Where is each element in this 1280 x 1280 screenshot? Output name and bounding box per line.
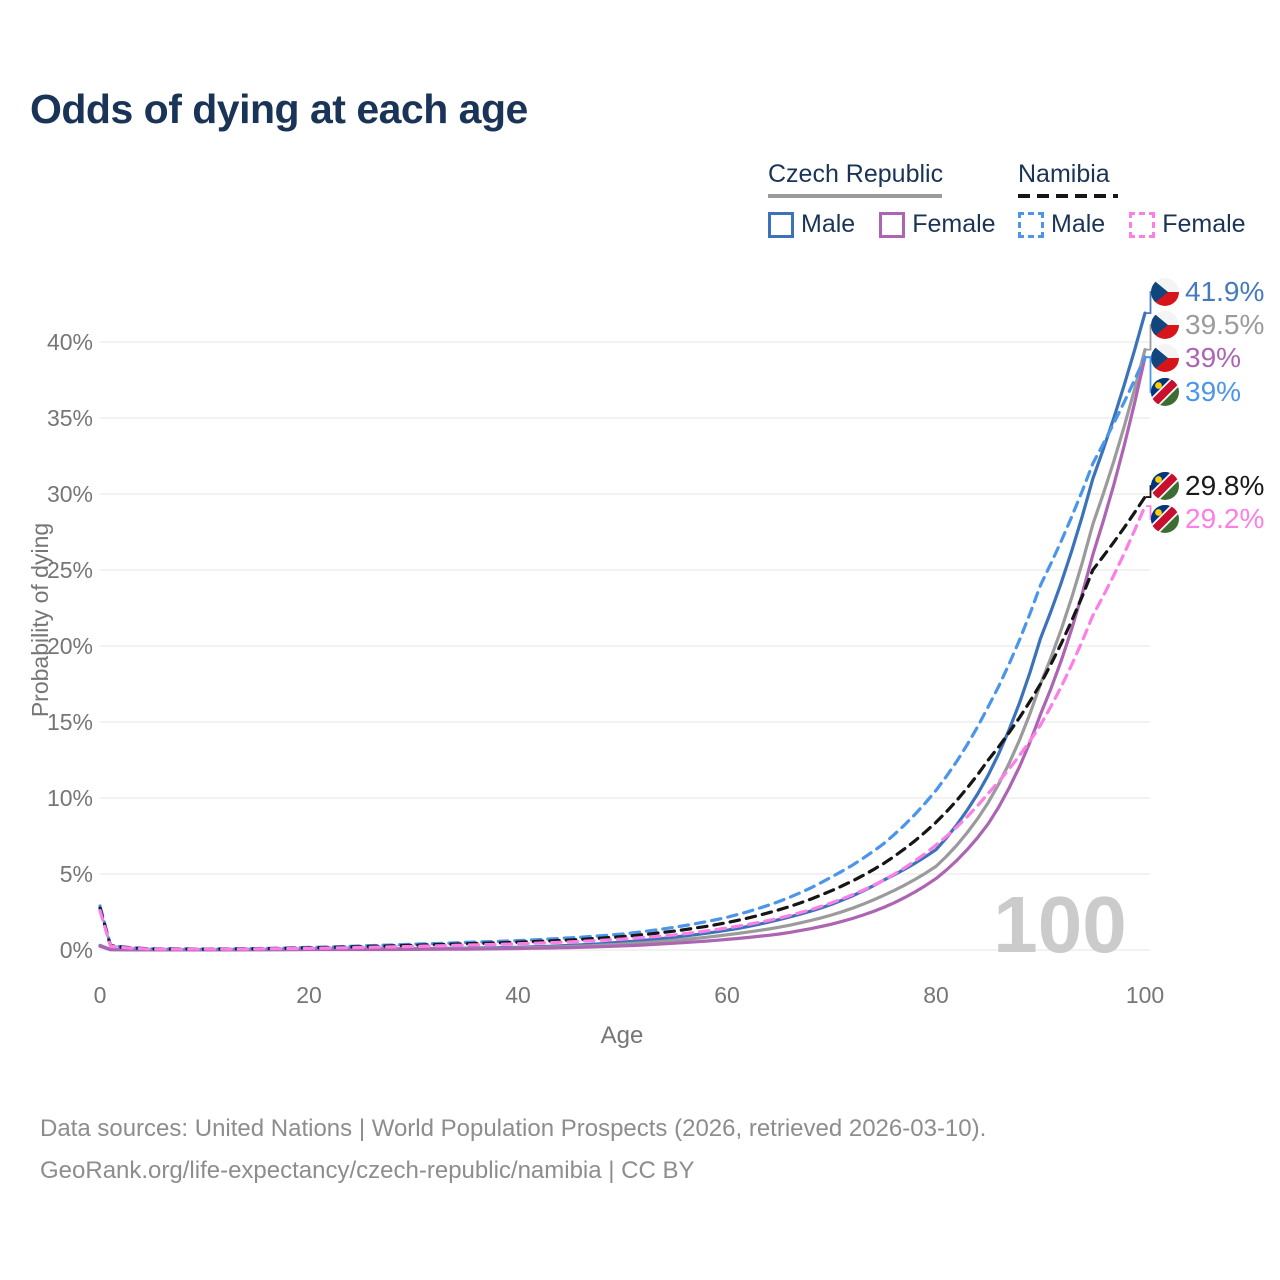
x-axis-label: Age — [601, 1022, 644, 1049]
legend-swatch-czech-female-icon — [879, 211, 906, 238]
end-label-value: 39% — [1185, 342, 1241, 373]
y-tick-10: 10% — [47, 785, 93, 811]
x-tick-20: 20 — [296, 982, 322, 1008]
end-label-connector — [1146, 291, 1152, 315]
legend-item-namibia-female[interactable]: Female — [1129, 210, 1246, 239]
end-label-namibia-total: 29.8% — [1151, 470, 1264, 501]
x-tick-60: 60 — [714, 982, 740, 1008]
line-czech-republic-male — [98, 311, 1147, 952]
legend-swatch-czech-male-icon — [768, 211, 794, 238]
y-tick-0: 0% — [60, 937, 93, 963]
y-tick-25: 25% — [47, 557, 93, 583]
end-label-connector — [1146, 356, 1152, 393]
end-label-namibia-male: 39% — [1151, 376, 1241, 407]
footer: Data sources: United Nations | World Pop… — [40, 1108, 986, 1192]
end-label-value: 39% — [1185, 376, 1241, 407]
end-label-value: 29.8% — [1185, 470, 1264, 501]
y-axis-label: Probability of dying — [27, 523, 53, 717]
legend-group-namibia: Namibia Male Female — [1018, 160, 1248, 239]
y-tick-15: 15% — [47, 709, 93, 735]
chart-title: Odds of dying at each age — [30, 86, 528, 132]
legend-header-namibia: Namibia — [1018, 160, 1110, 188]
y-tick-5: 5% — [60, 861, 93, 887]
y-tick-20: 20% — [47, 633, 93, 659]
end-label-value: 39.5% — [1185, 309, 1264, 340]
legend-label-namibia-female: Female — [1162, 210, 1246, 238]
line-czech-republic-female — [98, 355, 1147, 952]
end-label-value: 29.2% — [1185, 503, 1264, 534]
namibia-flag-icon — [1151, 378, 1179, 406]
legend-label-namibia-male: Male — [1051, 210, 1106, 238]
legend-label-czech-female: Female — [912, 210, 996, 238]
footer-attribution: GeoRank.org/life-expectancy/czech-republ… — [40, 1157, 695, 1184]
legend-item-czech-male[interactable]: Male — [768, 210, 855, 239]
legend-item-namibia-male[interactable]: Male — [1018, 210, 1105, 239]
end-label-czech-republic-total: 39.5% — [1151, 309, 1264, 340]
end-label-value: 41.9% — [1185, 276, 1264, 307]
line-namibia-male — [98, 355, 1147, 951]
line-namibia-female — [98, 504, 1147, 951]
footer-data-sources: Data sources: United Nations | World Pop… — [40, 1115, 987, 1142]
legend-label-czech-male: Male — [801, 210, 856, 238]
y-tick-35: 35% — [47, 405, 93, 431]
line-czech-republic-total — [98, 348, 1147, 952]
end-label-namibia-female: 29.2% — [1151, 503, 1264, 534]
czech-flag-icon — [1151, 311, 1179, 339]
legend-group-czech-republic: Czech Republic Male Female — [768, 160, 996, 239]
legend-header-czech-republic: Czech Republic — [768, 160, 944, 188]
end-label-czech-republic-female: 39% — [1151, 342, 1241, 373]
end-label-czech-republic-male: 41.9% — [1151, 276, 1264, 307]
line-namibia-total — [98, 495, 1147, 951]
end-label-connector — [1146, 324, 1152, 351]
end-label-connector — [1146, 505, 1152, 520]
x-tick-80: 80 — [923, 982, 949, 1008]
legend-swatch-namibia-male-icon — [1018, 211, 1044, 238]
age-watermark: 100 — [993, 880, 1126, 969]
x-tick-0: 0 — [94, 982, 107, 1008]
czech-flag-icon — [1151, 278, 1179, 306]
legend-line-sample-dashed — [1018, 194, 1118, 198]
x-tick-100: 100 — [1126, 982, 1164, 1008]
namibia-flag-icon — [1151, 505, 1179, 533]
y-tick-30: 30% — [47, 481, 93, 507]
x-tick-40: 40 — [505, 982, 531, 1008]
namibia-flag-icon — [1151, 472, 1179, 500]
czech-flag-icon — [1151, 344, 1179, 372]
legend-line-sample-solid — [768, 194, 942, 198]
legend-swatch-namibia-female-icon — [1129, 211, 1156, 238]
y-tick-40: 40% — [47, 329, 93, 355]
legend-item-czech-female[interactable]: Female — [879, 210, 996, 239]
